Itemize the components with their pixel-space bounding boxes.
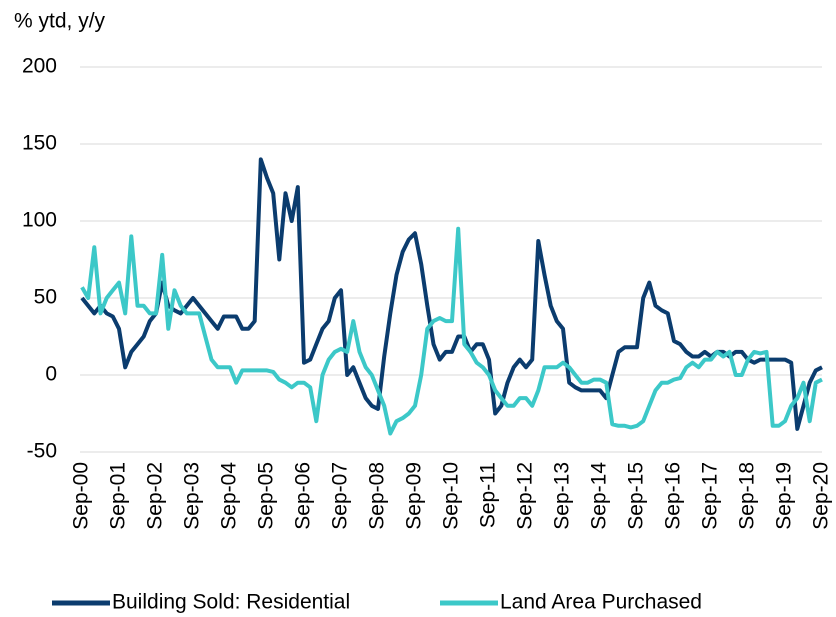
x-tick-label: Sep-12 <box>514 462 537 530</box>
x-tick-label: Sep-07 <box>329 462 352 530</box>
x-tick-label: Sep-13 <box>551 462 574 530</box>
x-tick-label: Sep-18 <box>736 462 759 530</box>
y-tick-label: 50 <box>34 286 57 309</box>
x-tick-label: Sep-15 <box>625 462 648 530</box>
x-tick-label: Sep-00 <box>70 462 93 530</box>
x-tick-label: Sep-20 <box>810 462 833 530</box>
x-tick-label: Sep-08 <box>366 462 389 530</box>
x-tick-label: Sep-02 <box>144 462 167 530</box>
series-line <box>80 157 823 431</box>
x-tick-label: Sep-16 <box>662 462 685 530</box>
x-tick-label: Sep-14 <box>588 462 611 530</box>
x-tick-label: Sep-06 <box>292 462 315 530</box>
x-tick-label: Sep-19 <box>773 462 796 530</box>
y-tick-label: 0 <box>45 363 57 386</box>
x-tick-label: Sep-11 <box>477 462 500 528</box>
y-tick-label: 200 <box>22 55 57 78</box>
y-tick-label: 150 <box>22 132 57 155</box>
y-tick-label: 100 <box>22 209 57 232</box>
x-tick-label: Sep-01 <box>107 462 130 530</box>
x-tick-label: Sep-17 <box>699 462 722 530</box>
y-axis-label: % ytd, y/y <box>14 10 106 33</box>
x-tick-label: Sep-10 <box>440 462 463 530</box>
legend-label: Building Sold: Residential <box>112 591 350 614</box>
legend-label: Land Area Purchased <box>500 591 702 614</box>
x-tick-label: Sep-05 <box>255 462 278 530</box>
y-tick-label: -50 <box>27 440 57 463</box>
x-tick-label: Sep-03 <box>181 462 204 530</box>
x-tick-label: Sep-09 <box>403 462 426 530</box>
series-line <box>80 226 823 436</box>
x-tick-label: Sep-04 <box>218 462 241 530</box>
